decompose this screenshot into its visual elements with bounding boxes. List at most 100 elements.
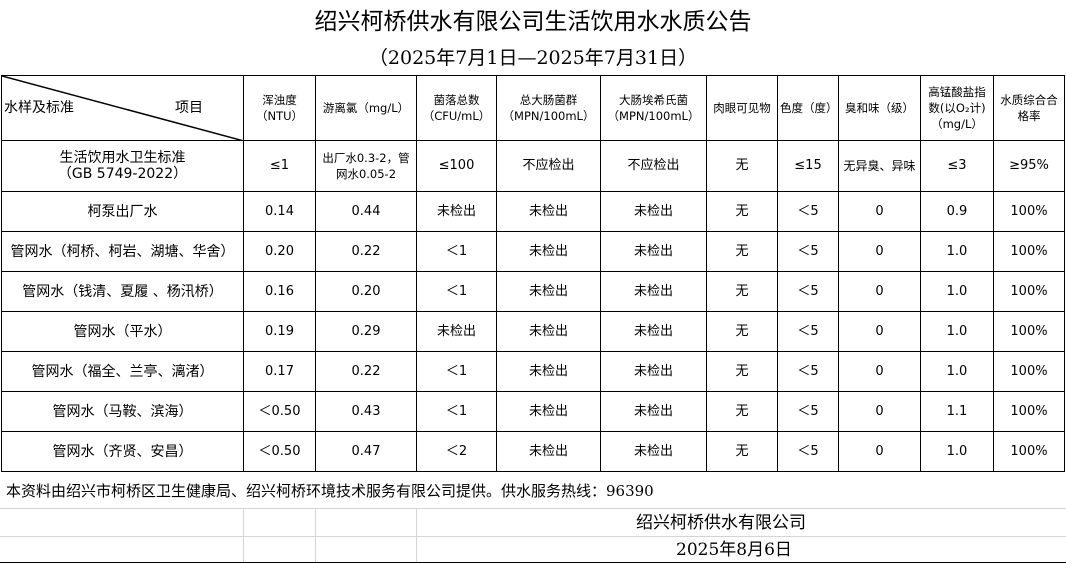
table-row: 管网水（钱清、夏履 、杨汛桥） 0.16 0.20 ＜1 未检出 未检出无＜5 0 1.0 10… (1, 271, 1065, 312)
table-row: 管网水（福全、兰亭、漓渚） 0.17 0.22 ＜1 未检出 未检出无＜5 0 1.0 100% (1, 351, 1065, 392)
report-period: （2025年7月1日—2025年7月31日） (368, 47, 698, 69)
measurement-cell: 100% (993, 271, 1065, 312)
sample-name: 管网水（马鞍、滨海） (1, 391, 244, 432)
measurement-cell: ＜5 (777, 311, 839, 352)
column-header: 肉眼可见物 (706, 75, 778, 141)
measurement-cell: 0 (838, 231, 921, 272)
measurement-cell: 未检出 (496, 391, 601, 432)
table-row: 管网水（柯桥、柯岩、湖塘、华舍） 0.20 0.22 ＜1 未检出 未检出无＜5 0 1.0 1… (1, 231, 1065, 272)
measurement-cell: 0.9 (920, 191, 994, 232)
standard-value: ≤15 (777, 140, 839, 192)
standard-value: ≤100 (416, 140, 497, 192)
measurement-cell: 无 (706, 271, 778, 312)
measurement-cell: 未检出 (496, 351, 601, 392)
column-header: 色度（度） (777, 75, 839, 141)
measurement-cell: 1.0 (920, 431, 994, 472)
measurement-cell: 0.19 (243, 311, 316, 352)
measurement-cell: 100% (993, 391, 1065, 432)
standard-value: ≥95% (993, 140, 1065, 192)
column-header: 游离氯（mg/L） (315, 75, 417, 141)
gridline (243, 509, 244, 563)
sample-name: 管网水（齐贤、安昌） (1, 431, 244, 472)
standard-value: 出厂水0.3-2，管网水0.05-2 (315, 140, 417, 192)
company-signature: 绍兴柯桥供水有限公司 (636, 513, 806, 533)
measurement-cell: 0 (838, 351, 921, 392)
measurement-cell: ＜1 (416, 351, 497, 392)
measurement-cell: 未检出 (600, 231, 707, 272)
standard-value: ≤3 (920, 140, 994, 192)
measurement-cell: 100% (993, 351, 1065, 392)
measurement-cell: ＜5 (777, 351, 839, 392)
measurement-cell: 0.43 (315, 391, 417, 432)
table-row: 管网水（马鞍、滨海） ＜0.50 0.43 ＜1 未检出 未检出无＜5 0 1.1 100% (1, 391, 1065, 432)
water-quality-table: 水样及标准 项目 浑浊度（NTU） 游离氯（mg/L） 菌落总数（CFU/mL）… (1, 75, 1065, 472)
measurement-cell: 100% (993, 231, 1065, 272)
standard-value: 不应检出 (600, 140, 707, 192)
measurement-cell: 0.20 (243, 231, 316, 272)
measurement-cell: 100% (993, 311, 1065, 352)
measurement-cell: 无 (706, 191, 778, 232)
measurement-cell: ＜0.50 (243, 391, 316, 432)
standard-code: （GB 5749-2022） (57, 166, 188, 182)
measurement-cell: 未检出 (496, 431, 601, 472)
column-header: 大肠埃希氏菌（MPN/100mL） (600, 75, 707, 141)
sample-name: 管网水（平水） (1, 311, 244, 352)
measurement-cell: ＜1 (416, 231, 497, 272)
measurement-cell: 0 (838, 311, 921, 352)
measurement-cell: 0 (838, 391, 921, 432)
measurement-cell: 0.44 (315, 191, 417, 232)
measurement-cell: ＜5 (777, 231, 839, 272)
table-row: 管网水（齐贤、安昌） ＜0.50 0.47 ＜2 未检出 未检出无＜5 0 1.0 100% (1, 431, 1065, 472)
measurement-cell: 未检出 (600, 271, 707, 312)
measurement-cell: ＜5 (777, 191, 839, 232)
measurement-cell: 无 (706, 391, 778, 432)
measurement-cell: 1.0 (920, 311, 994, 352)
gridline (315, 509, 316, 563)
column-header: 高锰酸盐指数(以O₂计)（mg/L） (920, 75, 994, 141)
measurement-cell: 未检出 (600, 191, 707, 232)
measurement-cell: 无 (706, 231, 778, 272)
gridline (0, 508, 1066, 509)
page-title: 绍兴柯桥供水有限公司生活饮用水水质公告 (314, 9, 752, 35)
measurement-cell: ＜5 (777, 271, 839, 312)
measurement-cell: 0.17 (243, 351, 316, 392)
measurement-cell: 无 (706, 351, 778, 392)
measurement-cell: 0.22 (315, 351, 417, 392)
measurement-cell: ＜5 (777, 431, 839, 472)
measurement-cell: 0 (838, 271, 921, 312)
measurement-cell: 0 (838, 431, 921, 472)
measurement-cell: 无 (706, 431, 778, 472)
sample-name: 管网水（钱清、夏履 、杨汛桥） (1, 271, 244, 312)
measurement-cell: 1.0 (920, 351, 994, 392)
measurement-cell: 100% (993, 431, 1065, 472)
measurement-cell: ＜1 (416, 271, 497, 312)
gridline (416, 509, 417, 563)
sample-name: 管网水（柯桥、柯岩、湖塘、华舍） (1, 231, 244, 272)
measurement-cell: 未检出 (496, 311, 601, 352)
measurement-cell: 100% (993, 191, 1065, 232)
measurement-cell: 0.22 (315, 231, 417, 272)
measurement-cell: 未检出 (600, 391, 707, 432)
issue-date: 2025年8月6日 (676, 540, 792, 560)
standard-value: ≤1 (243, 140, 316, 192)
measurement-cell: 未检出 (496, 191, 601, 232)
column-header: 菌落总数（CFU/mL） (416, 75, 497, 141)
measurement-cell: 1.0 (920, 271, 994, 312)
standard-row: 生活饮用水卫生标准 （GB 5749-2022） ≤1 出厂水0.3-2，管网水0… (1, 140, 1065, 192)
measurement-cell: 0.16 (243, 271, 316, 312)
table-row: 柯泵出厂水 0.14 0.44 未检出 未检出 未检出无＜5 0 0.9 100% (1, 191, 1065, 232)
header-row: 水样及标准 项目 浑浊度（NTU） 游离氯（mg/L） 菌落总数（CFU/mL）… (1, 75, 1065, 141)
measurement-cell: 0.20 (315, 271, 417, 312)
sample-name: 管网水（福全、兰亭、漓渚） (1, 351, 244, 392)
corner-header-cell: 水样及标准 项目 (1, 75, 244, 141)
column-header: 水质综合合格率 (993, 75, 1065, 141)
sample-name: 柯泵出厂水 (1, 191, 244, 232)
corner-left-label: 水样及标准 (4, 100, 74, 116)
measurement-cell: 未检出 (496, 271, 601, 312)
measurement-cell: 未检出 (600, 431, 707, 472)
column-header: 浑浊度（NTU） (243, 75, 316, 141)
measurement-cell: ＜2 (416, 431, 497, 472)
footnote: 本资料由绍兴市柯桥区卫生健康局、绍兴柯桥环境技术服务有限公司提供。供水服务热线：… (6, 482, 654, 500)
measurement-cell: 1.0 (920, 231, 994, 272)
measurement-cell: ＜1 (416, 391, 497, 432)
